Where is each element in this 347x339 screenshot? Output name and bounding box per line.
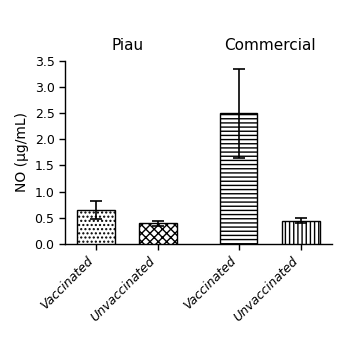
Bar xyxy=(220,113,257,244)
Bar xyxy=(139,223,177,244)
Y-axis label: NO (μg/mL): NO (μg/mL) xyxy=(15,113,29,193)
Text: Commercial: Commercial xyxy=(224,38,316,53)
Bar xyxy=(282,221,320,244)
Bar xyxy=(77,210,115,244)
Text: Piau: Piau xyxy=(111,38,143,53)
